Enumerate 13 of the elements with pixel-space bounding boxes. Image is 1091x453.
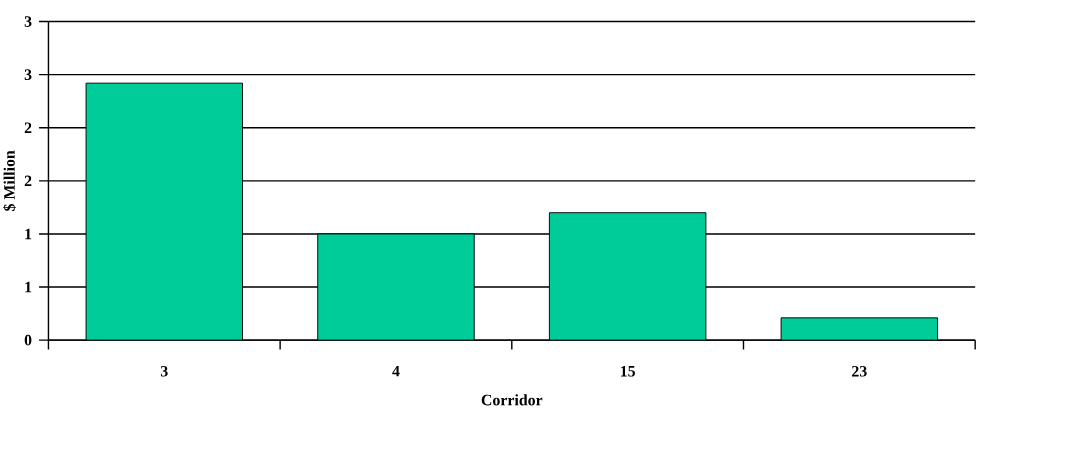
x-tick-label: 3 xyxy=(160,366,168,377)
x-tick-label: 4 xyxy=(392,366,400,377)
y-tick-label: 1 xyxy=(25,282,32,293)
y-tick-label: 3 xyxy=(24,16,32,28)
y-tick-label: 2 xyxy=(24,122,32,134)
y-tick-label: 3 xyxy=(24,69,32,81)
y-tick-label: 0 xyxy=(24,334,32,346)
x-tick-label: 15 xyxy=(620,366,635,377)
y-tick-label: 2 xyxy=(24,175,32,187)
x-tick-label: 23 xyxy=(852,366,867,377)
x-axis-title: Corridor xyxy=(481,394,543,406)
y-tick-label: 1 xyxy=(25,228,32,240)
y-axis-title: $ Million xyxy=(3,150,16,212)
